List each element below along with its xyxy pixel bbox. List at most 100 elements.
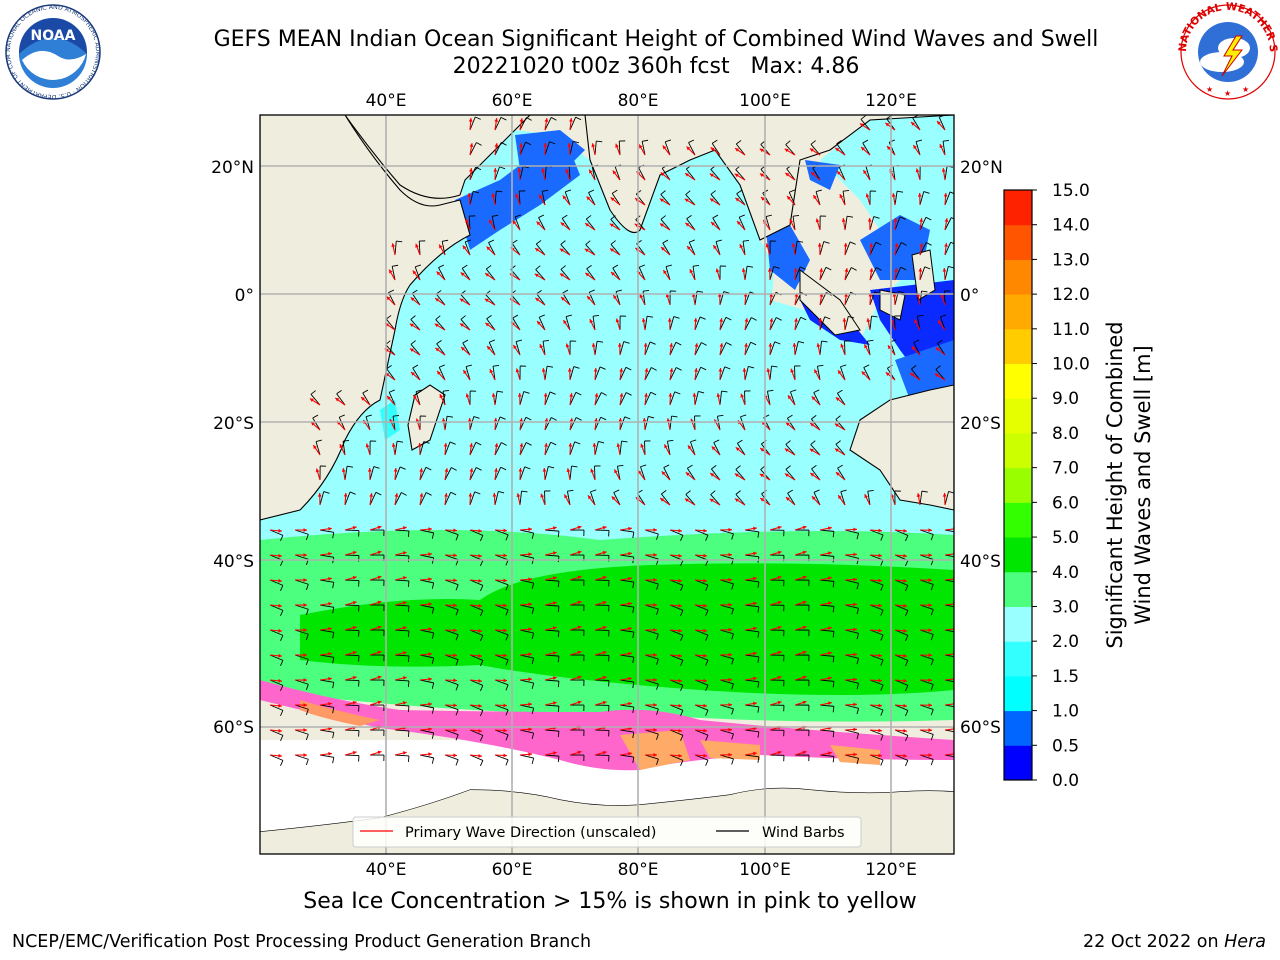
wave-arrow-head [668, 393, 673, 397]
wind-barb [486, 318, 496, 331]
wave-arrow-head [278, 528, 282, 533]
wave-arrow-head [537, 321, 541, 325]
lon-ticks-bottom: 40°E 60°E 80°E 100°E 120°E [366, 860, 917, 880]
wave-arrow-head [503, 603, 507, 608]
wind-barb [469, 604, 484, 611]
colorbar-segment [1004, 398, 1032, 434]
wave-arrow-head [777, 750, 782, 755]
wave-arrow-head [678, 553, 682, 558]
wave-arrow-head [428, 677, 432, 682]
wind-barb [787, 492, 796, 506]
wave-arrow-head [453, 578, 457, 583]
wind-barb-feather [388, 289, 395, 293]
wind-barb-feather [525, 141, 532, 146]
wind-barb-feather [632, 582, 635, 589]
wave-arrow-head [802, 650, 807, 655]
wave-arrow-head [903, 678, 907, 683]
wind-barb [494, 491, 499, 506]
wave-arrow-head [393, 468, 398, 472]
wind-barb [644, 554, 659, 560]
wind-barb [694, 679, 709, 686]
wave-arrow-head [761, 197, 765, 201]
wind-barb [519, 679, 534, 684]
wave-arrow-head [486, 246, 491, 251]
wind-barb-feather [332, 532, 335, 539]
wave-arrow-head [493, 168, 498, 172]
wind-barb [819, 679, 834, 682]
wave-arrow-head [278, 578, 282, 583]
colorbar-tick-label: 14.0 [1052, 216, 1090, 236]
wind-barb-feather [505, 684, 509, 691]
wind-barb [811, 418, 821, 431]
wind-barb [744, 317, 752, 331]
wind-barb [644, 629, 659, 635]
wave-arrow-head [616, 443, 621, 448]
wind-barb-feather [680, 585, 684, 591]
wave-arrow-head [453, 728, 457, 733]
wave-arrow-head [478, 603, 482, 608]
wave-arrow-head [678, 678, 682, 683]
wind-barb-feather [557, 756, 560, 763]
wind-barb-feather [930, 534, 934, 541]
wind-barb [494, 166, 500, 181]
wave-arrow-head [791, 243, 796, 247]
wave-arrow-head [728, 702, 732, 707]
wind-barb [394, 241, 397, 256]
wind-barb [719, 604, 734, 610]
wave-arrow-head [784, 148, 789, 153]
wave-arrow-head [728, 652, 732, 657]
wind-barb [294, 729, 309, 735]
wind-barb-feather [957, 733, 958, 739]
wave-arrow-head [303, 603, 307, 607]
wind-barb-feather [957, 658, 958, 664]
wave-arrow-head [377, 625, 382, 630]
wind-barb [869, 579, 884, 586]
svg-text:NOAA: NOAA [31, 28, 76, 44]
wind-barb [844, 679, 859, 684]
wave-arrow-head [461, 347, 465, 351]
wind-barb [415, 391, 421, 406]
wave-arrow-head [317, 493, 322, 497]
wind-barb [492, 366, 496, 381]
wind-barb-feather [572, 140, 580, 144]
wind-barb [391, 266, 396, 281]
wind-barb-feather [643, 290, 650, 292]
wave-arrow-head [703, 528, 707, 533]
wave-arrow-head [903, 603, 907, 608]
wind-barb-feather [675, 341, 682, 346]
wind-barb [661, 493, 671, 506]
wave-arrow-head [628, 551, 632, 556]
wind-barb [594, 141, 597, 156]
wind-barb [669, 529, 684, 536]
colorbar-segment [1004, 641, 1032, 677]
wind-barb-feather [817, 364, 824, 367]
colorbar-segment [1004, 675, 1032, 712]
wave-arrow-head [728, 627, 732, 632]
wind-barb-feather [401, 492, 407, 496]
wind-barb [844, 267, 852, 281]
wave-arrow-head [935, 347, 940, 352]
wind-barb [813, 492, 821, 506]
wind-barb-feather [773, 266, 780, 269]
wind-barb-feather [880, 684, 884, 691]
wind-barb-feather [757, 656, 760, 663]
wind-barb [944, 491, 950, 506]
wave-arrow-head [628, 701, 632, 706]
wave-arrow-head [585, 223, 590, 227]
wind-barb [394, 629, 409, 632]
wind-barb-feather [671, 415, 678, 418]
wind-barb-feather [747, 265, 754, 268]
wind-barb-feather [712, 214, 719, 219]
wind-barb [344, 579, 360, 582]
wave-arrow-head [794, 318, 798, 322]
wind-barb [740, 416, 746, 431]
legend-wave-label: Primary Wave Direction (unscaled) [405, 825, 656, 841]
wind-barb [860, 119, 871, 131]
wave-arrow-head [494, 118, 499, 122]
wave-arrow-head [777, 700, 782, 705]
wind-barb-feather [557, 656, 560, 663]
wave-arrow-head [453, 528, 457, 533]
wind-barb [519, 141, 527, 156]
wave-arrow-head [835, 472, 840, 476]
wind-barb [369, 466, 375, 481]
